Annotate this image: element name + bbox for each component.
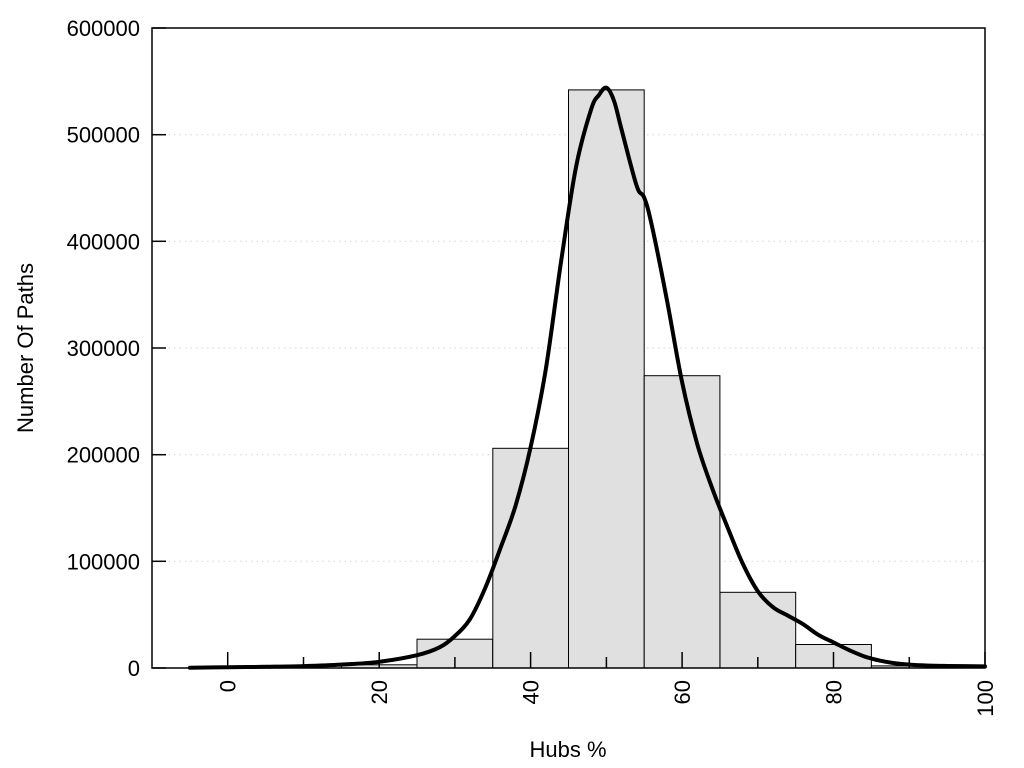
fit-curve	[187, 85, 987, 670]
y-tick-label: 100000	[67, 549, 140, 574]
x-tick-label: 100	[973, 680, 998, 717]
y-tick-label: 300000	[67, 336, 140, 361]
x-axis-title: Hubs %	[529, 737, 607, 762]
histogram-bar	[643, 375, 721, 669]
y-tick-label: 0	[128, 656, 140, 681]
y-axis-title: Number Of Paths	[13, 263, 38, 433]
x-tick-label: 0	[216, 680, 241, 692]
y-tick-label: 200000	[67, 443, 140, 468]
x-tick-label: 20	[367, 680, 392, 704]
histogram-bar	[719, 591, 797, 669]
y-tick-label: 600000	[67, 16, 140, 41]
y-tick-label: 400000	[67, 229, 140, 254]
x-tick-label: 40	[519, 680, 544, 704]
histogram-bar	[492, 447, 569, 669]
x-tick-label: 60	[670, 680, 695, 704]
y-tick-label: 500000	[67, 123, 140, 148]
x-tick-label: 80	[822, 680, 847, 704]
